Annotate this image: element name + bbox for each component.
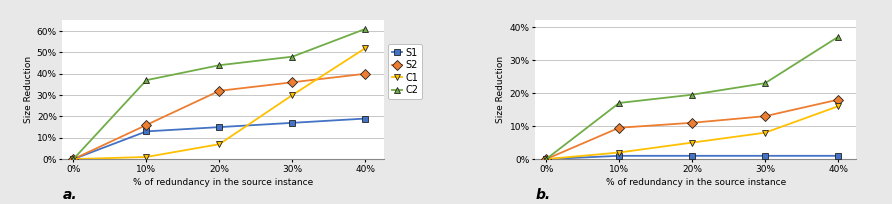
- S2: [68, 158, 78, 160]
- S1: [214, 126, 225, 128]
- S2: [141, 124, 152, 126]
- Line: C2: C2: [542, 33, 841, 163]
- X-axis label: % of redundancy in the source instance: % of redundancy in the source instance: [606, 178, 786, 187]
- S1: [541, 158, 551, 160]
- C2: [541, 158, 551, 160]
- Line: S2: S2: [542, 96, 841, 163]
- C1: [214, 143, 225, 145]
- C2: [687, 93, 698, 96]
- S1: [141, 130, 152, 133]
- S2: [214, 90, 225, 92]
- Line: S1: S1: [70, 115, 368, 163]
- S1: [833, 155, 844, 157]
- S2: [360, 73, 371, 75]
- S2: [287, 81, 298, 83]
- C1: [614, 151, 624, 154]
- S1: [287, 122, 298, 124]
- C1: [141, 156, 152, 158]
- C1: [360, 47, 371, 49]
- C2: [360, 28, 371, 30]
- C2: [833, 36, 844, 38]
- C2: [287, 55, 298, 58]
- Line: C1: C1: [70, 45, 368, 163]
- X-axis label: % of redundancy in the source instance: % of redundancy in the source instance: [133, 178, 313, 187]
- C2: [614, 102, 624, 104]
- C1: [833, 105, 844, 108]
- C2: [760, 82, 771, 84]
- C1: [760, 131, 771, 134]
- S1: [360, 117, 371, 120]
- Text: a.: a.: [62, 188, 77, 202]
- Y-axis label: Size Reduction: Size Reduction: [23, 56, 33, 123]
- S1: [614, 155, 624, 157]
- Y-axis label: Size Reduction: Size Reduction: [496, 56, 506, 123]
- C1: [68, 158, 78, 160]
- Line: C1: C1: [542, 103, 841, 163]
- S1: [687, 155, 698, 157]
- S1: [68, 158, 78, 160]
- S2: [541, 158, 551, 160]
- C2: [68, 158, 78, 160]
- Text: b.: b.: [535, 188, 550, 202]
- C2: [214, 64, 225, 67]
- S2: [614, 126, 624, 129]
- S2: [687, 122, 698, 124]
- C1: [687, 141, 698, 144]
- C1: [541, 158, 551, 160]
- Line: S2: S2: [70, 70, 368, 163]
- S2: [833, 99, 844, 101]
- Legend: S1, S2, C1, C2: S1, S2, C1, C2: [388, 44, 423, 99]
- Line: C2: C2: [70, 26, 368, 163]
- S1: [760, 155, 771, 157]
- Line: S1: S1: [542, 152, 841, 163]
- S2: [760, 115, 771, 118]
- C2: [141, 79, 152, 81]
- C1: [287, 94, 298, 96]
